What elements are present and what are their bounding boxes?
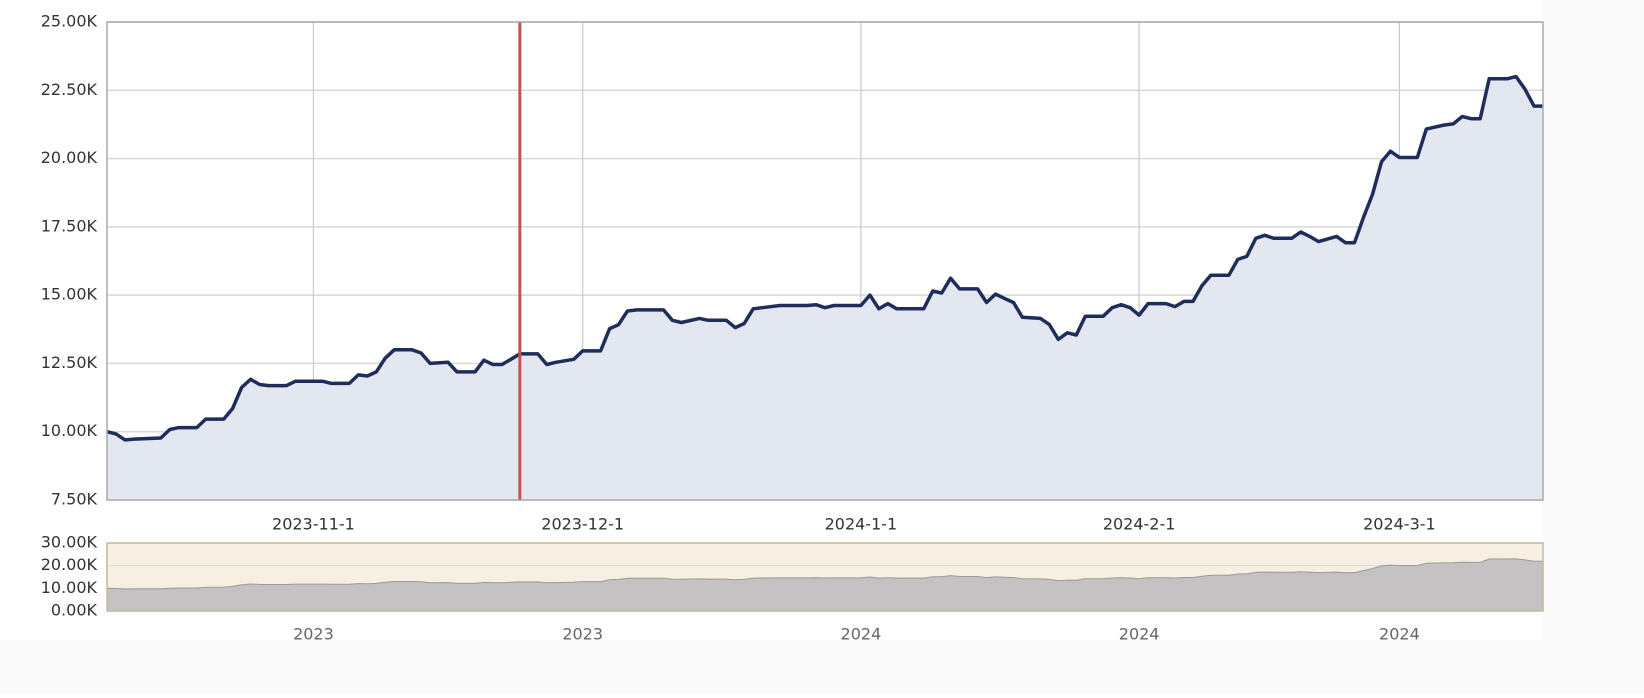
x-tick-label: 2024-2-1	[1103, 515, 1176, 534]
margin	[0, 640, 1644, 694]
area	[107, 76, 1543, 500]
margin	[1543, 0, 1644, 694]
y-tick-label: 20.00K	[41, 148, 98, 167]
y-tick-label: 7.50K	[51, 490, 98, 509]
x-tick-label: 2024-3-1	[1363, 515, 1436, 534]
nav-y-tick-label: 0.00K	[51, 601, 98, 620]
plot-border	[106, 21, 1544, 501]
navigator-area	[106, 558, 1544, 612]
x-tick-label: 2024-1-1	[825, 515, 898, 534]
nav-x-tick-label: 2024	[1379, 625, 1420, 644]
nav-y-tick-label: 10.00K	[41, 578, 98, 597]
y-tick-label: 15.00K	[41, 285, 98, 304]
nav-x-tick-label: 2024	[1119, 625, 1160, 644]
y-tick-label: 17.50K	[41, 216, 98, 235]
nav-x-tick-label: 2024	[841, 625, 882, 644]
x-tick-label: 2023-12-1	[541, 515, 624, 534]
line	[106, 74, 1543, 442]
nav-y-tick-label: 20.00K	[41, 555, 98, 574]
nav-y-tick-label: 30.00K	[41, 533, 98, 552]
nav-x-tick-label: 2023	[562, 625, 603, 644]
y-tick-label: 22.50K	[41, 80, 98, 99]
navigator-border	[106, 542, 1544, 612]
y-tick-label: 25.00K	[41, 12, 98, 31]
y-tick-label: 12.50K	[41, 353, 98, 372]
x-tick-label: 2023-11-1	[272, 515, 355, 534]
nav-x-tick-label: 2023	[293, 625, 334, 644]
y-tick-label: 10.00K	[41, 421, 98, 440]
